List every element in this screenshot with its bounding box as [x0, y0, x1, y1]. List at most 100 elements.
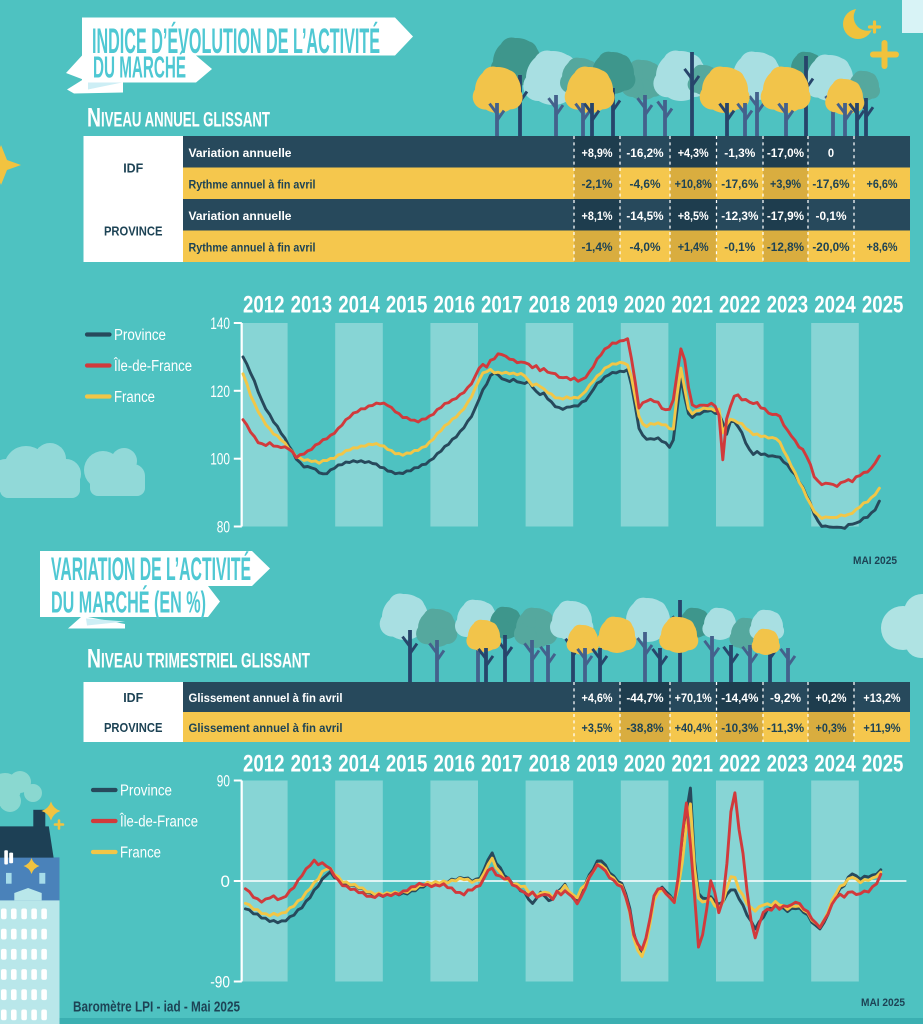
svg-text:2023: 2023: [767, 750, 809, 777]
svg-text:+3,5%: +3,5%: [582, 721, 613, 735]
svg-text:2021: 2021: [671, 750, 713, 777]
svg-text:-90: -90: [210, 973, 230, 992]
svg-text:2016: 2016: [433, 750, 475, 777]
svg-text:2025: 2025: [862, 750, 904, 777]
svg-text:Variation annuelle: Variation annuelle: [189, 209, 292, 223]
svg-text:-20,0%: -20,0%: [812, 240, 849, 254]
svg-text:-9,2%: -9,2%: [770, 691, 801, 705]
svg-text:-17,6%: -17,6%: [812, 177, 849, 191]
svg-text:MAI 2025: MAI 2025: [853, 555, 897, 567]
svg-text:-14,5%: -14,5%: [626, 209, 663, 223]
svg-text:2018: 2018: [529, 291, 571, 318]
svg-text:-16,2%: -16,2%: [626, 146, 663, 160]
svg-text:2013: 2013: [291, 291, 333, 318]
svg-text:Variation annuelle: Variation annuelle: [189, 146, 292, 160]
svg-text:2019: 2019: [576, 291, 618, 318]
svg-text:+10,8%: +10,8%: [675, 177, 712, 191]
svg-text:-44,7%: -44,7%: [626, 691, 663, 705]
svg-text:2020: 2020: [624, 750, 666, 777]
svg-text:France: France: [120, 845, 161, 862]
svg-text:INDICE D’ÉVOLUTION DE L’ACTIVI: INDICE D’ÉVOLUTION DE L’ACTIVITÉ: [92, 21, 380, 61]
svg-text:2019: 2019: [576, 750, 618, 777]
svg-text:-17,0%: -17,0%: [767, 146, 804, 160]
svg-text:-12,3%: -12,3%: [721, 209, 758, 223]
svg-text:+8,6%: +8,6%: [867, 240, 898, 254]
svg-text:+8,5%: +8,5%: [678, 209, 709, 223]
svg-text:Province: Province: [114, 327, 166, 344]
svg-text:Île-de-France: Île-de-France: [119, 814, 198, 831]
svg-text:2018: 2018: [529, 750, 571, 777]
svg-text:+8,9%: +8,9%: [582, 146, 613, 160]
svg-text:+70,1%: +70,1%: [675, 691, 712, 705]
svg-text:+8,1%: +8,1%: [582, 209, 613, 223]
svg-text:+40,4%: +40,4%: [675, 721, 712, 735]
svg-text:2022: 2022: [719, 291, 761, 318]
svg-text:2022: 2022: [719, 750, 761, 777]
svg-text:-4,0%: -4,0%: [630, 240, 661, 254]
svg-text:MAI 2025: MAI 2025: [861, 997, 905, 1009]
svg-text:+3,9%: +3,9%: [770, 177, 801, 191]
svg-text:VARIATION DE L’ACTIVITÉ: VARIATION DE L’ACTIVITÉ: [51, 551, 251, 587]
svg-text:-10,3%: -10,3%: [721, 721, 758, 735]
svg-text:IDF: IDF: [123, 161, 143, 175]
svg-text:+6,6%: +6,6%: [867, 177, 898, 191]
svg-text:2016: 2016: [433, 291, 475, 318]
svg-text:-11,3%: -11,3%: [767, 721, 804, 735]
svg-text:Île-de-France: Île-de-France: [113, 358, 192, 375]
svg-text:+0,3%: +0,3%: [816, 721, 847, 735]
svg-text:-0,1%: -0,1%: [816, 209, 847, 223]
svg-text:DU MARCHÉ (EN %): DU MARCHÉ (EN %): [51, 585, 206, 620]
svg-text:120: 120: [210, 382, 230, 401]
svg-text:+1,4%: +1,4%: [678, 240, 709, 254]
svg-text:Province: Province: [120, 783, 172, 800]
svg-text:Baromètre LPI - iad - Mai 2025: Baromètre LPI - iad - Mai 2025: [73, 1000, 240, 1016]
svg-text:0: 0: [828, 146, 834, 160]
svg-text:2017: 2017: [481, 291, 523, 318]
svg-text:PROVINCE: PROVINCE: [104, 224, 163, 238]
svg-text:Rythme annuel à fin avril: Rythme annuel à fin avril: [189, 240, 316, 254]
svg-text:2023: 2023: [767, 291, 809, 318]
svg-text:-2,1%: -2,1%: [582, 177, 613, 191]
svg-text:+13,2%: +13,2%: [863, 691, 900, 705]
svg-text:PROVINCE: PROVINCE: [104, 721, 163, 735]
svg-text:-17,6%: -17,6%: [721, 177, 758, 191]
svg-text:2012: 2012: [243, 750, 285, 777]
svg-text:2012: 2012: [243, 291, 285, 318]
svg-text:France: France: [114, 389, 155, 406]
svg-text:2015: 2015: [386, 750, 428, 777]
svg-text:2024: 2024: [814, 750, 856, 777]
svg-text:IVEAU TRIMESTRIEL GLISSANT: IVEAU TRIMESTRIEL GLISSANT: [101, 649, 310, 673]
svg-text:2025: 2025: [862, 291, 904, 318]
svg-text:2015: 2015: [386, 291, 428, 318]
svg-text:IVEAU ANNUEL GLISSANT: IVEAU ANNUEL GLISSANT: [101, 108, 270, 132]
svg-text:N: N: [87, 103, 101, 133]
svg-text:140: 140: [210, 314, 230, 333]
svg-text:2024: 2024: [814, 291, 856, 318]
svg-text:-17,9%: -17,9%: [767, 209, 804, 223]
svg-text:-1,4%: -1,4%: [582, 240, 613, 254]
svg-text:-14,4%: -14,4%: [721, 691, 758, 705]
svg-text:+4,3%: +4,3%: [678, 146, 709, 160]
svg-text:0: 0: [221, 872, 230, 891]
svg-text:Glissement annuel à fin avril: Glissement annuel à fin avril: [189, 691, 343, 705]
svg-text:-38,8%: -38,8%: [626, 721, 663, 735]
svg-text:2021: 2021: [671, 291, 713, 318]
svg-text:Rythme annuel à fin avril: Rythme annuel à fin avril: [189, 177, 316, 191]
svg-text:2013: 2013: [291, 750, 333, 777]
svg-text:-1,3%: -1,3%: [724, 146, 755, 160]
svg-text:IDF: IDF: [123, 691, 143, 705]
svg-text:2017: 2017: [481, 750, 523, 777]
svg-text:-12,8%: -12,8%: [767, 240, 804, 254]
svg-text:DU MARCHÉ: DU MARCHÉ: [93, 50, 186, 85]
svg-text:N: N: [87, 644, 101, 674]
svg-text:+11,9%: +11,9%: [863, 721, 900, 735]
svg-text:-4,6%: -4,6%: [630, 177, 661, 191]
svg-text:2020: 2020: [624, 291, 666, 318]
svg-text:+0,2%: +0,2%: [816, 691, 847, 705]
svg-text:100: 100: [210, 450, 230, 469]
svg-text:2014: 2014: [338, 291, 380, 318]
svg-text:80: 80: [217, 518, 230, 537]
svg-text:Glissement annuel à fin avril: Glissement annuel à fin avril: [189, 721, 343, 735]
svg-text:+4,6%: +4,6%: [582, 691, 613, 705]
svg-text:-0,1%: -0,1%: [724, 240, 755, 254]
